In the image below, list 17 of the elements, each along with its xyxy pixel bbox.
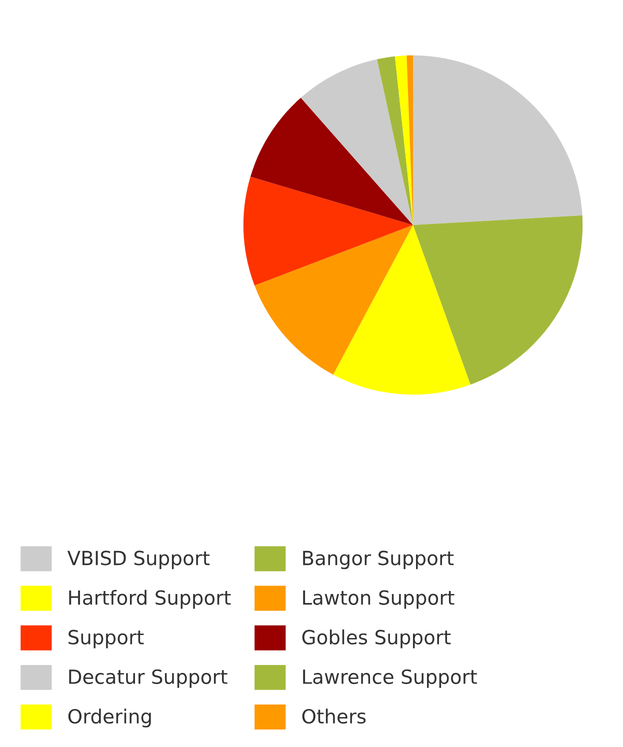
legend-label: VBISD Support (67, 550, 210, 570)
pie-slice (377, 56, 413, 225)
pie-slice (243, 176, 413, 286)
legend-label: Hartford Support (69, 590, 231, 609)
legend-label: Lawton Support (303, 590, 454, 609)
legend-label: Gobles Support (302, 629, 451, 648)
legend-label: Bangor Support (303, 550, 454, 570)
legend-label: Ordering (68, 708, 151, 728)
pie-slice (254, 225, 413, 375)
pie-slice (250, 98, 413, 225)
legend-label: Support (68, 630, 144, 648)
legend-label: Others (302, 708, 366, 724)
pie-slice (413, 215, 583, 385)
legend-label: Lawrence Support (303, 669, 477, 688)
legend-label: Decatur Support (69, 669, 228, 688)
pie-slice (394, 56, 413, 225)
pie-slice (333, 225, 470, 395)
